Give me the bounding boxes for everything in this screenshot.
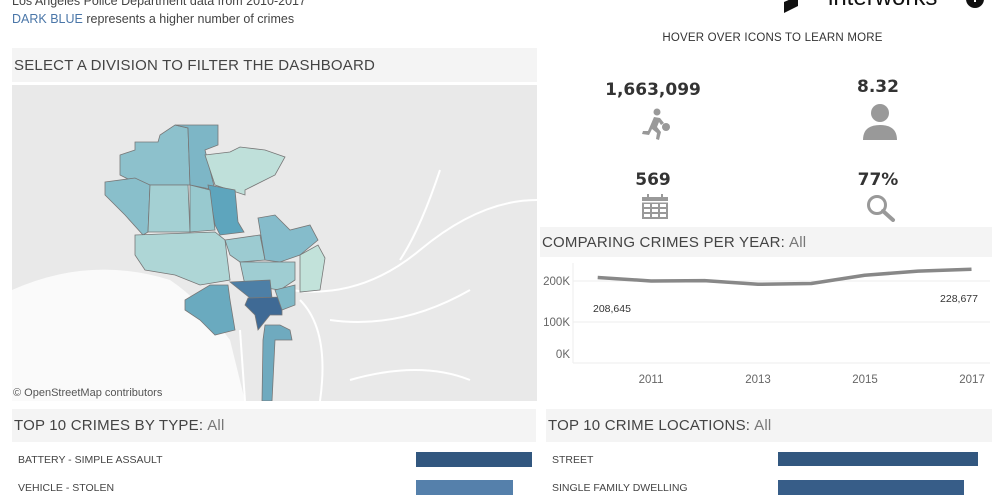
calendar-icon[interactable]: [641, 194, 669, 220]
division-newton[interactable]: [274, 284, 296, 311]
running-thief-icon[interactable]: [640, 107, 672, 141]
chart-filter-value: All: [789, 233, 807, 251]
y-tick-0: 0K: [556, 349, 570, 361]
type-bar-1[interactable]: [416, 480, 514, 495]
division-harbor[interactable]: [261, 324, 293, 401]
subtitle-line2: DARK BLUE represents a higher number of …: [12, 12, 294, 26]
map-attribution: © OpenStreetMap contributors: [13, 387, 163, 399]
division-north-hollywood[interactable]: [207, 184, 245, 236]
location-bar-0[interactable]: [778, 452, 978, 466]
data-label-2017: 228,677: [940, 293, 978, 305]
hover-hint: HOVER OVER ICONS TO LEARN MORE: [662, 32, 883, 44]
division-polygons[interactable]: [104, 124, 326, 401]
x-tick-2015: 2015: [852, 374, 878, 386]
kpi-per-capita: 8.32: [857, 77, 899, 97]
map-svg[interactable]: [12, 85, 537, 401]
division-map[interactable]: © OpenStreetMap contributors: [12, 85, 537, 401]
magnifier-icon[interactable]: [866, 194, 896, 222]
division-topanga[interactable]: [104, 177, 151, 236]
y-tick-2: 200K: [543, 276, 570, 288]
roads: [239, 169, 537, 401]
person-icon[interactable]: [862, 103, 898, 141]
division-west-valley[interactable]: [119, 124, 191, 186]
subtitle-line1: Los Angeles Police Department data from …: [12, 0, 306, 8]
division-van-nuys[interactable]: [147, 184, 191, 233]
x-tick-2013: 2013: [745, 374, 771, 386]
map-title: SELECT A DIVISION TO FILTER THE DASHBOAR…: [12, 48, 537, 82]
type-label-0: BATTERY - SIMPLE ASSAULT: [18, 454, 163, 466]
location-label-1: SINGLE FAMILY DWELLING: [552, 482, 688, 494]
logo-text: interworks: [828, 0, 937, 12]
x-tick-2011: 2011: [639, 374, 664, 386]
division-pacific[interactable]: [184, 284, 236, 336]
crime-locations-filter: All: [754, 417, 772, 434]
crime-locations-title: TOP 10 CRIME LOCATIONS: All: [546, 409, 992, 442]
data-label-2010: 208,645: [593, 303, 631, 315]
kpi-days: 569: [635, 170, 671, 190]
division-hollenbeck[interactable]: [299, 244, 326, 293]
yearly-chart-title: COMPARING CRIMES PER YEAR: All: [540, 227, 992, 257]
crimes-by-type-filter: All: [207, 417, 225, 434]
chart-grid: [573, 280, 990, 364]
kpi-total-crimes: 1,663,099: [605, 80, 701, 100]
crimes-per-year-line[interactable]: [597, 267, 972, 287]
chart-title-text: COMPARING CRIMES PER YEAR:: [542, 233, 786, 251]
logo-mark-icon: [784, 0, 798, 13]
crime-locations-title-text: TOP 10 CRIME LOCATIONS:: [548, 417, 751, 434]
division-west-la[interactable]: [134, 231, 231, 286]
y-tick-1: 100K: [543, 317, 570, 329]
yearly-line-chart[interactable]: 0K 100K 200K 2011 2013 2015 2017 208,645…: [540, 257, 998, 400]
division-northeast[interactable]: [257, 214, 319, 263]
dark-blue-highlight: DARK BLUE: [12, 12, 83, 26]
crimes-by-type-title: TOP 10 CRIMES BY TYPE: All: [12, 409, 536, 442]
division-hollywood[interactable]: [224, 234, 266, 263]
info-icon[interactable]: [964, 0, 986, 10]
location-label-0: STREET: [552, 454, 594, 466]
kpi-solved-rate: 77%: [857, 170, 899, 190]
interworks-logo: interworks: [782, 0, 942, 14]
division-southwest[interactable]: [228, 279, 273, 299]
location-bar-1[interactable]: [778, 480, 964, 495]
subtitle-rest: represents a higher number of crimes: [82, 12, 295, 26]
division-east-valley[interactable]: [189, 184, 216, 233]
type-bar-0[interactable]: [416, 452, 532, 467]
type-label-1: VEHICLE - STOLEN: [18, 482, 115, 494]
crimes-by-type-title-text: TOP 10 CRIMES BY TYPE:: [14, 417, 204, 434]
x-tick-2017: 2017: [959, 374, 985, 386]
